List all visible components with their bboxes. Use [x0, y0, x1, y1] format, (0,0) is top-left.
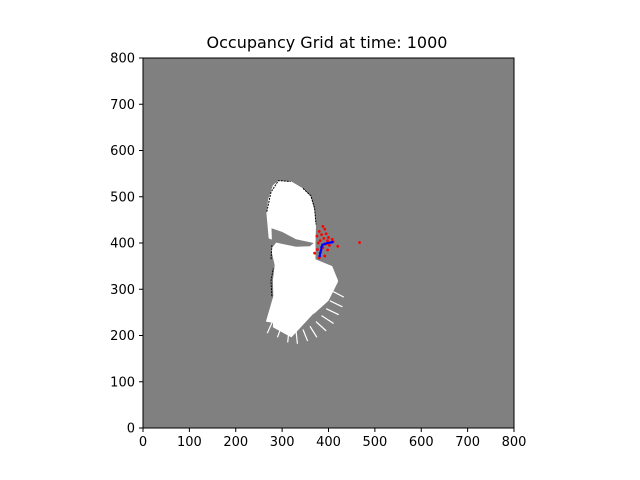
free-space-fan — [272, 259, 339, 338]
particle-point — [321, 224, 325, 228]
y-tick-label: 500 — [110, 190, 135, 205]
trajectory-point — [321, 243, 324, 247]
y-tick-label: 700 — [110, 98, 135, 113]
sensor-ray — [325, 308, 339, 316]
y-tick-label: 300 — [110, 283, 135, 298]
x-tick-label: 300 — [270, 435, 295, 450]
sensor-ray — [287, 328, 290, 343]
trajectory-point — [320, 245, 323, 249]
x-axis: 0 100 200 300 400 500 600 700 800 — [139, 428, 527, 450]
unexplored-wedge — [271, 228, 314, 247]
x-tick-label: 100 — [177, 435, 202, 450]
particle-point — [323, 254, 327, 258]
trajectory-point — [330, 240, 334, 244]
particle-point — [324, 232, 328, 236]
particle-point — [358, 241, 361, 244]
particle-point — [322, 236, 326, 240]
particle-point — [317, 230, 321, 233]
sensor-ray — [276, 324, 283, 338]
y-tick-label: 800 — [110, 52, 135, 67]
trajectory-point — [323, 242, 327, 246]
occupied-edge — [270, 268, 274, 297]
plot-area — [142, 57, 515, 429]
particle-point — [316, 241, 320, 245]
sensor-ray — [309, 325, 318, 338]
y-axis: 0 100 200 300 400 500 600 700 800 — [110, 52, 143, 437]
x-tick-label: 200 — [223, 435, 248, 450]
x-tick-label: 500 — [362, 435, 387, 450]
x-tick-label: 0 — [139, 435, 147, 450]
sensor-ray — [315, 321, 327, 332]
trajectory-point — [319, 248, 323, 252]
particle-point — [330, 237, 334, 241]
y-tick-label: 100 — [110, 375, 135, 390]
occupied-edge — [302, 188, 317, 225]
y-tick-label: 600 — [110, 144, 135, 159]
particle-point — [323, 227, 327, 231]
y-tick-label: 0 — [127, 422, 135, 437]
particle-point — [315, 234, 319, 238]
particle-point — [327, 236, 330, 239]
trajectory-point — [318, 254, 321, 258]
x-tick-label: 600 — [409, 435, 434, 450]
particle-point — [326, 239, 329, 243]
y-tick-label: 200 — [110, 329, 135, 344]
sensor-ray — [329, 300, 343, 308]
particle-point — [326, 248, 329, 252]
particle-point — [313, 251, 316, 255]
sensor-ray — [295, 330, 299, 344]
occupied-edge — [270, 245, 273, 260]
sensor-ray — [302, 329, 309, 342]
sensor-ray — [321, 315, 334, 324]
occupied-edge — [266, 180, 291, 212]
y-tick-label: 400 — [110, 237, 135, 252]
particle-point — [318, 239, 322, 243]
particle-point — [320, 233, 323, 237]
trajectory-point — [326, 241, 329, 245]
trajectory-point — [318, 251, 322, 255]
robot-marks-layer — [313, 224, 361, 260]
occupancy-map-layer — [265, 180, 345, 344]
x-tick-label: 700 — [455, 435, 480, 450]
particle-point — [328, 243, 331, 247]
chart-title: Occupancy Grid at time: 1000 — [207, 33, 448, 52]
particle-point — [315, 248, 319, 251]
sensor-ray — [266, 320, 274, 334]
sensor-ray — [332, 291, 345, 298]
x-tick-label: 400 — [316, 435, 341, 450]
particle-point — [336, 244, 340, 248]
x-tick-label: 800 — [502, 435, 527, 450]
